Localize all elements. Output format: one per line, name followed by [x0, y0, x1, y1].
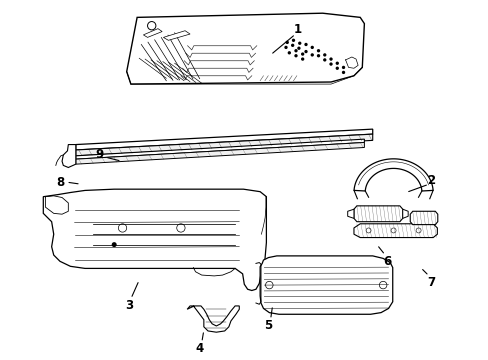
Polygon shape: [76, 143, 364, 164]
Polygon shape: [187, 306, 239, 332]
Circle shape: [298, 41, 301, 45]
Circle shape: [335, 62, 338, 65]
Polygon shape: [347, 209, 353, 219]
Circle shape: [329, 62, 332, 66]
Circle shape: [323, 58, 326, 62]
Text: 9: 9: [95, 148, 103, 162]
Circle shape: [323, 53, 326, 57]
Circle shape: [310, 53, 313, 57]
Circle shape: [285, 41, 288, 44]
Circle shape: [341, 71, 345, 74]
Text: 8: 8: [56, 176, 64, 189]
Circle shape: [335, 67, 338, 70]
Circle shape: [111, 242, 117, 247]
Circle shape: [287, 51, 290, 54]
Circle shape: [304, 43, 307, 46]
Circle shape: [291, 39, 295, 42]
Text: 4: 4: [195, 342, 203, 355]
Circle shape: [316, 54, 320, 57]
Polygon shape: [260, 256, 392, 314]
Circle shape: [297, 46, 300, 50]
Polygon shape: [402, 209, 407, 219]
Polygon shape: [409, 211, 437, 225]
Polygon shape: [76, 129, 372, 150]
Circle shape: [329, 57, 332, 61]
Circle shape: [284, 46, 287, 49]
Polygon shape: [76, 139, 364, 159]
Text: 3: 3: [124, 298, 133, 312]
Circle shape: [301, 53, 304, 56]
Polygon shape: [353, 206, 402, 222]
Circle shape: [341, 66, 345, 69]
Circle shape: [316, 49, 320, 53]
Polygon shape: [353, 159, 432, 191]
Circle shape: [294, 49, 297, 53]
Polygon shape: [126, 13, 364, 84]
Text: 7: 7: [426, 276, 434, 289]
Text: 5: 5: [264, 319, 272, 332]
Circle shape: [301, 57, 304, 61]
Circle shape: [290, 44, 294, 47]
Text: 6: 6: [383, 255, 390, 268]
Polygon shape: [143, 29, 162, 37]
Circle shape: [310, 46, 313, 49]
Polygon shape: [353, 224, 436, 238]
Text: 2: 2: [426, 174, 434, 186]
Circle shape: [294, 54, 297, 57]
Text: 1: 1: [293, 23, 301, 36]
Polygon shape: [43, 189, 266, 291]
Polygon shape: [163, 31, 190, 40]
Polygon shape: [62, 145, 76, 167]
Circle shape: [304, 50, 307, 53]
Polygon shape: [76, 134, 372, 156]
